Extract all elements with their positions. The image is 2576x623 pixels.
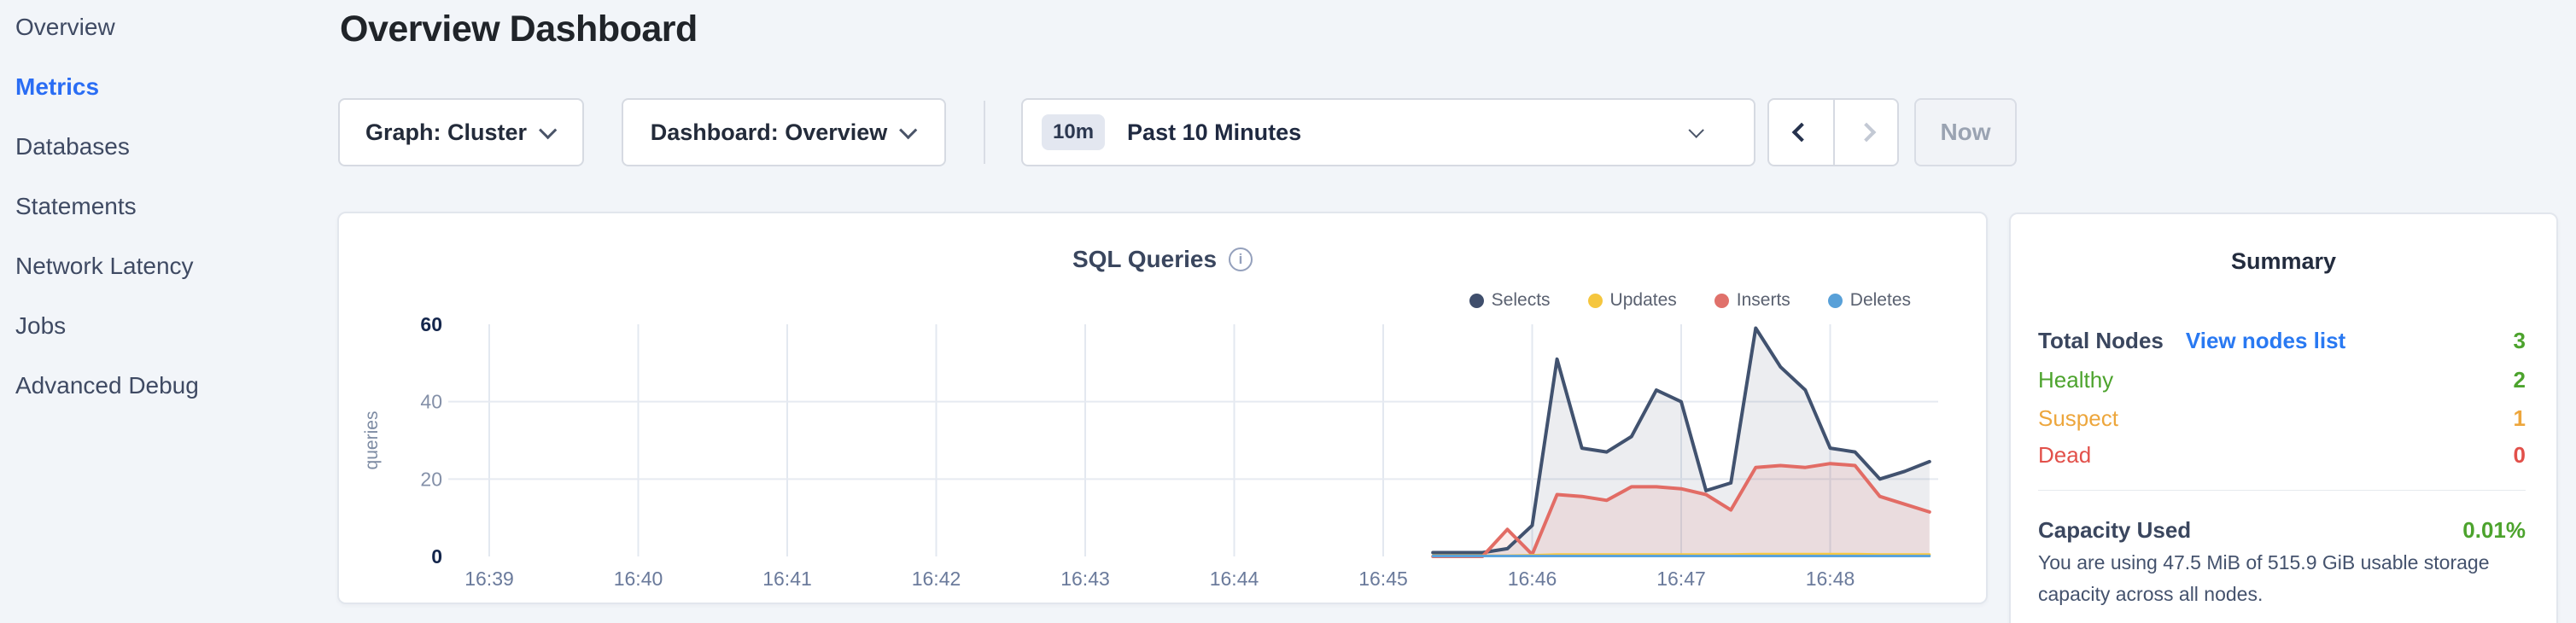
legend-label: Selects xyxy=(1491,290,1551,310)
svg-text:0: 0 xyxy=(431,545,442,568)
legend-dot-updates xyxy=(1587,293,1603,308)
svg-text:16:42: 16:42 xyxy=(912,568,961,590)
time-range-badge: 10m xyxy=(1042,114,1106,150)
time-window-pager xyxy=(1767,98,1899,166)
svg-text:16:44: 16:44 xyxy=(1210,568,1259,590)
svg-text:queries: queries xyxy=(362,411,382,470)
suspect-nodes-row: Suspect 1 xyxy=(2038,403,2526,434)
next-time-window-button[interactable] xyxy=(1833,100,1897,165)
now-button[interactable]: Now xyxy=(1914,98,2017,166)
svg-text:16:43: 16:43 xyxy=(1060,568,1110,590)
sql-queries-chart-card: SQL Queries i Selects Updates Inserts Delet… xyxy=(337,212,1988,604)
now-button-label: Now xyxy=(1940,119,1991,145)
sidebar-item-overview[interactable]: Overview xyxy=(15,14,115,40)
chevron-down-icon xyxy=(539,120,558,139)
chart-title: SQL Queries xyxy=(1072,246,1218,272)
dashboard-dropdown[interactable]: Dashboard: Overview xyxy=(622,98,946,166)
svg-text:60: 60 xyxy=(420,313,442,335)
chevron-left-icon xyxy=(1791,122,1811,143)
legend-dot-deletes xyxy=(1827,293,1843,308)
suspect-value: 1 xyxy=(2513,405,2526,431)
info-icon[interactable]: i xyxy=(1229,247,1253,271)
chevron-down-icon xyxy=(1688,121,1704,138)
view-nodes-list-link[interactable]: View nodes list xyxy=(2185,327,2346,353)
svg-text:16:46: 16:46 xyxy=(1508,568,1557,590)
svg-text:16:47: 16:47 xyxy=(1656,568,1706,590)
sql-queries-plot[interactable]: 16:39 16:40 16:41 16:42 16:43 16:44 16:45 16:46… xyxy=(360,309,1966,592)
total-nodes-label: Total Nodes xyxy=(2038,327,2164,353)
capacity-used-value: 0.01% xyxy=(2462,516,2526,543)
total-nodes-row: Total Nodes View nodes list 3 xyxy=(2038,325,2526,356)
dead-value: 0 xyxy=(2513,441,2526,468)
svg-text:40: 40 xyxy=(420,391,442,413)
svg-text:20: 20 xyxy=(420,468,442,490)
svg-text:16:40: 16:40 xyxy=(614,568,663,590)
sidebar-item-jobs[interactable]: Jobs xyxy=(15,312,67,339)
suspect-label: Suspect xyxy=(2038,405,2118,431)
legend-label: Deletes xyxy=(1849,290,1911,310)
healthy-nodes-row: Healthy 2 xyxy=(2038,364,2526,395)
legend-item-inserts[interactable]: Inserts xyxy=(1714,290,1790,311)
legend-label: Updates xyxy=(1609,290,1677,310)
prev-time-window-button[interactable] xyxy=(1769,100,1833,165)
legend-dot-selects xyxy=(1469,293,1484,308)
capacity-used-row: Capacity Used 0.01% xyxy=(2038,515,2526,545)
legend-dot-inserts xyxy=(1714,293,1729,308)
dead-nodes-row: Dead 0 xyxy=(2038,440,2526,470)
time-range-label: Past 10 Minutes xyxy=(1127,119,1302,145)
healthy-value: 2 xyxy=(2513,366,2526,393)
sidebar-item-databases[interactable]: Databases xyxy=(15,133,130,160)
chevron-right-icon xyxy=(1856,122,1876,143)
time-range-selector[interactable]: 10m Past 10 Minutes xyxy=(1021,98,1755,166)
summary-panel: Summary Total Nodes View nodes list 3 He… xyxy=(2009,213,2558,623)
svg-text:16:41: 16:41 xyxy=(762,568,812,590)
sidebar-item-metrics[interactable]: Metrics xyxy=(15,73,100,100)
legend-item-deletes[interactable]: Deletes xyxy=(1827,290,1911,311)
sidebar-item-statements[interactable]: Statements xyxy=(15,193,137,219)
healthy-label: Healthy xyxy=(2038,366,2114,393)
summary-divider xyxy=(2038,490,2526,491)
sidebar: Overview Metrics Databases Statements Networ… xyxy=(0,0,335,623)
legend-label: Inserts xyxy=(1736,290,1790,310)
graph-scope-dropdown[interactable]: Graph: Cluster xyxy=(338,98,584,166)
capacity-caption: You are using 47.5 MiB of 515.9 GiB usab… xyxy=(2038,551,2490,605)
dashboard-dropdown-label: Dashboard: Overview xyxy=(650,119,888,145)
summary-title: Summary xyxy=(2230,248,2337,274)
total-nodes-value: 3 xyxy=(2513,327,2526,353)
sidebar-item-advanced-debug[interactable]: Advanced Debug xyxy=(15,372,199,399)
legend-item-updates[interactable]: Updates xyxy=(1587,290,1677,311)
svg-text:16:39: 16:39 xyxy=(464,568,514,590)
capacity-used-label: Capacity Used xyxy=(2038,516,2192,543)
chart-legend: Selects Updates Inserts Deletes xyxy=(1469,290,1911,311)
page-title: Overview Dashboard xyxy=(340,9,698,49)
sidebar-item-network-latency[interactable]: Network Latency xyxy=(15,253,194,279)
legend-item-selects[interactable]: Selects xyxy=(1469,290,1551,311)
dead-label: Dead xyxy=(2038,441,2092,468)
graph-scope-dropdown-label: Graph: Cluster xyxy=(365,119,528,145)
header-divider xyxy=(984,101,985,164)
chevron-down-icon xyxy=(899,120,918,139)
svg-text:16:45: 16:45 xyxy=(1358,568,1408,590)
svg-text:16:48: 16:48 xyxy=(1806,568,1855,590)
